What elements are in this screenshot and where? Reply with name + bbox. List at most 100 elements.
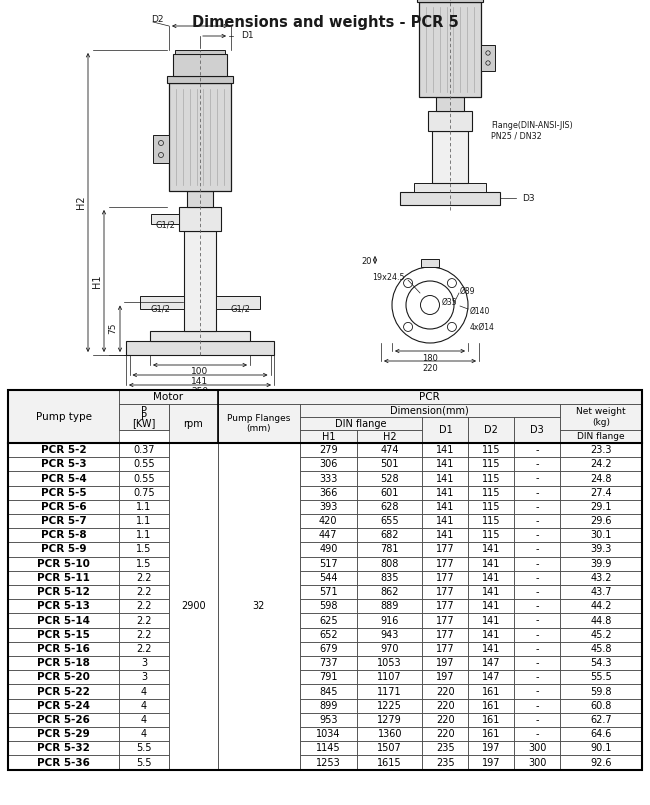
Bar xyxy=(560,457,642,472)
Bar xyxy=(514,684,560,699)
Bar xyxy=(422,571,469,585)
Bar xyxy=(481,45,495,71)
Text: PCR 5-9: PCR 5-9 xyxy=(41,544,86,555)
Text: 141: 141 xyxy=(436,445,454,455)
Bar xyxy=(8,699,120,712)
Bar xyxy=(422,485,469,500)
Bar xyxy=(300,472,357,485)
Bar xyxy=(300,671,357,684)
Text: H1: H1 xyxy=(92,275,102,287)
Text: 141: 141 xyxy=(482,587,500,597)
Text: 141: 141 xyxy=(482,544,500,555)
Bar xyxy=(126,341,274,355)
Text: PCR 5-11: PCR 5-11 xyxy=(37,573,90,583)
Text: PCR 5-24: PCR 5-24 xyxy=(37,700,90,711)
Bar xyxy=(357,430,422,443)
Bar xyxy=(218,500,300,514)
Text: 628: 628 xyxy=(380,502,399,512)
Bar xyxy=(514,500,560,514)
Bar xyxy=(357,628,422,642)
Text: 59.8: 59.8 xyxy=(590,687,612,696)
Bar xyxy=(300,628,357,642)
Bar xyxy=(560,543,642,556)
Bar xyxy=(173,54,227,76)
Bar xyxy=(168,528,218,543)
Bar xyxy=(168,457,218,472)
Text: 953: 953 xyxy=(319,715,337,724)
Text: -: - xyxy=(536,460,539,469)
Text: 177: 177 xyxy=(436,644,455,654)
Text: 235: 235 xyxy=(436,758,455,767)
Bar xyxy=(514,628,560,642)
Bar xyxy=(169,83,231,191)
Text: 2.2: 2.2 xyxy=(136,630,151,640)
Text: 2.2: 2.2 xyxy=(136,587,151,597)
Bar xyxy=(560,485,642,500)
Bar xyxy=(300,556,357,571)
Text: 147: 147 xyxy=(482,658,500,668)
Text: -: - xyxy=(536,445,539,455)
Bar xyxy=(357,699,422,712)
Bar xyxy=(168,599,218,613)
Text: [KW]: [KW] xyxy=(133,419,155,428)
Text: PCR 5-29: PCR 5-29 xyxy=(37,729,90,739)
Bar xyxy=(469,684,514,699)
Bar xyxy=(300,417,422,430)
Bar xyxy=(120,741,168,755)
Text: 177: 177 xyxy=(436,587,455,597)
Text: 835: 835 xyxy=(380,573,399,583)
Bar xyxy=(120,684,168,699)
Text: 23.3: 23.3 xyxy=(590,445,612,455)
Bar xyxy=(175,50,225,54)
Bar xyxy=(168,642,218,656)
Text: 141: 141 xyxy=(482,616,500,625)
Text: 791: 791 xyxy=(319,672,337,683)
Bar xyxy=(514,585,560,599)
Text: PCR 5-4: PCR 5-4 xyxy=(41,473,86,484)
Bar xyxy=(120,628,168,642)
Text: 29.1: 29.1 xyxy=(590,502,612,512)
Text: 279: 279 xyxy=(319,445,337,455)
Bar xyxy=(422,671,469,684)
Text: PCR: PCR xyxy=(419,392,440,402)
Bar xyxy=(120,571,168,585)
Bar xyxy=(168,755,218,770)
Text: 0.55: 0.55 xyxy=(133,460,155,469)
Bar xyxy=(514,656,560,671)
Text: 115: 115 xyxy=(482,516,500,526)
Bar xyxy=(120,485,168,500)
Bar xyxy=(8,585,120,599)
Text: PCR 5-20: PCR 5-20 xyxy=(37,672,90,683)
Bar xyxy=(300,528,357,543)
Text: 899: 899 xyxy=(319,700,337,711)
Text: -: - xyxy=(536,700,539,711)
Text: 100: 100 xyxy=(191,367,209,376)
Text: PCR 5-10: PCR 5-10 xyxy=(37,559,90,568)
Text: 24.2: 24.2 xyxy=(590,460,612,469)
Bar xyxy=(469,500,514,514)
Bar xyxy=(560,514,642,528)
Bar xyxy=(414,183,486,192)
Bar xyxy=(8,712,120,727)
Text: D3: D3 xyxy=(530,425,544,435)
Text: -: - xyxy=(536,473,539,484)
Bar xyxy=(168,514,218,528)
Text: -: - xyxy=(536,530,539,540)
Text: 0.75: 0.75 xyxy=(133,488,155,497)
Bar xyxy=(8,613,120,628)
Bar xyxy=(153,135,169,163)
Bar xyxy=(218,404,300,443)
Bar xyxy=(300,727,357,741)
Text: 197: 197 xyxy=(482,758,500,767)
Text: 1253: 1253 xyxy=(316,758,341,767)
Text: 393: 393 xyxy=(319,502,337,512)
Bar xyxy=(560,430,642,443)
Bar xyxy=(422,528,469,543)
Bar xyxy=(300,656,357,671)
Text: 2.2: 2.2 xyxy=(136,644,151,654)
Bar xyxy=(120,556,168,571)
Bar xyxy=(514,514,560,528)
Text: 4: 4 xyxy=(141,687,147,696)
Bar xyxy=(469,417,514,443)
Bar xyxy=(218,585,300,599)
